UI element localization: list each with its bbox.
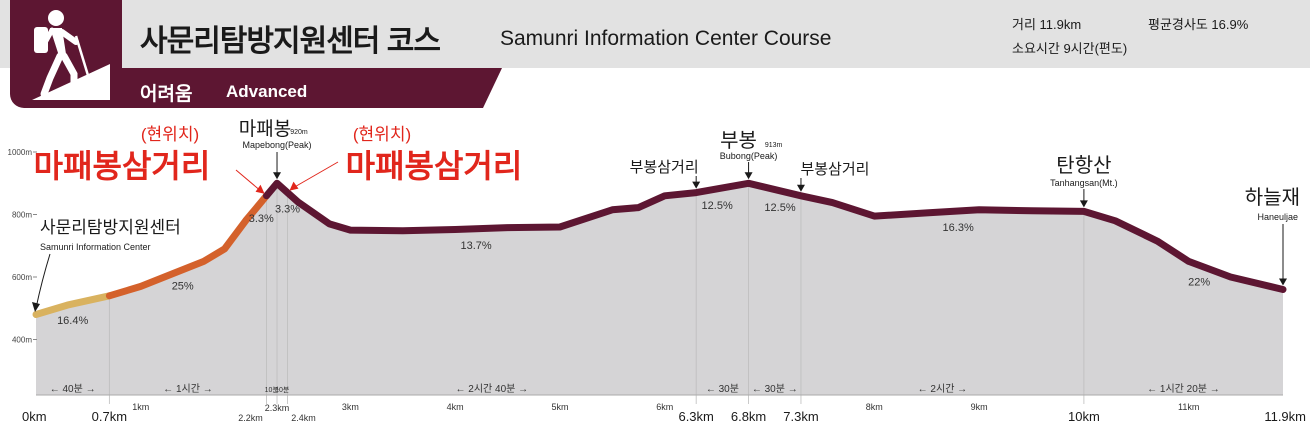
x-small-tick-label: 2.2km [238,413,263,423]
time-label: 10분 [265,386,280,394]
place-name-english: Haneuljae [1257,212,1298,222]
place-height: 913m [765,142,783,149]
course-title-korean: 사문리탐방지원센터 코스 [140,25,441,58]
distance-stat: 거리 11.9km [1012,17,1082,32]
y-tick-label: 800m [12,211,32,220]
current-location-name: 마패봉삼거리 [34,148,211,184]
time-label: ← 1시간 → [163,383,213,395]
y-tick-label: 600m [12,273,32,282]
slope-label: 3.3% [249,213,274,225]
current-location-pointer-line [293,161,339,189]
x-major-tick-label: 10km [1068,409,1100,424]
x-major-tick-label: 6.8km [731,409,766,424]
time-label: ← 1시간 20분 → [1147,383,1220,395]
x-major-tick-label: 0km [22,409,47,424]
time-label: ← 30분 [706,383,739,395]
x-major-tick-label: 7.3km [783,409,818,424]
time-label: ← 30분 → [752,383,798,395]
place-name-english: Samunri Information Center [40,242,151,252]
slope-label: 12.5% [764,202,795,214]
elevation-line-segment [105,192,270,300]
place-name-korean: 부봉삼거리 [630,159,699,176]
x-minor-tick-label: 3km [342,402,359,412]
y-tick-label: 1000m [8,148,33,157]
elevation-line-segment [32,292,113,318]
place-name-korean: 마패봉 [239,118,291,140]
x-major-tick-label: 11.9km [1264,409,1306,424]
x-small-tick-label: 2.3km [265,403,290,413]
place-name-korean: 부봉삼거리 [800,161,869,178]
junction-arrow-icon [796,184,805,192]
x-major-tick-label: 6.3km [678,409,713,424]
average-slope-stat: 평균경사도 16.9% [1148,17,1249,32]
elevation-area [36,183,1283,395]
slope-label: 13.7% [461,240,492,252]
course-title-english: Samunri Information Center Course [500,27,832,50]
slope-label: 16.3% [943,222,974,234]
y-tick-label: 400m [12,336,32,345]
time-label: 10분 [275,386,290,394]
start-arrow-icon [32,302,40,312]
difficulty-ribbon [122,68,502,108]
x-minor-tick-label: 1km [132,402,149,412]
slope-label: 12.5% [702,200,733,212]
slope-label: 3.3% [275,204,300,216]
place-name-english: Mapebong(Peak) [242,140,311,150]
x-minor-tick-label: 6km [656,402,673,412]
peak-arrow-icon [273,172,282,180]
difficulty-label-english: Advanced [226,82,308,101]
current-location-tag: (현위치) [141,125,199,144]
current-location-arrow-icon [255,184,265,194]
end-arrow-icon [1279,278,1287,286]
x-minor-tick-label: 4km [447,402,464,412]
place-name-english: Bubong(Peak) [720,151,778,161]
peak-arrow-icon [1079,200,1088,208]
x-minor-tick-label: 11km [1178,402,1199,412]
elevation-line-segment [263,179,1287,293]
place-height: 920m [290,129,308,136]
difficulty-label-korean: 어려움 [140,84,193,105]
peak-arrow-icon [744,172,753,180]
hiker-icon-box [10,0,122,108]
x-major-tick-label: 0.7km [92,409,127,424]
title-box [122,0,497,68]
current-location-tag: (현위치) [353,125,411,144]
x-minor-tick-label: 8km [866,402,883,412]
x-small-tick-label: 2.4km [291,413,316,423]
time-label: ← 40분 → [50,383,96,395]
start-pointer-line [35,253,51,309]
place-name-korean: 사문리탐방지원센터 [40,218,181,237]
time-label: ← 2시간 → [918,383,968,395]
time-label: ← 2시간 40분 → [456,383,529,395]
place-name-korean: 탄항산 [1056,154,1111,177]
duration-stat: 소요시간 9시간(편도) [1012,41,1128,56]
hiker-icon [32,10,110,100]
current-location-name: 마패봉삼거리 [346,148,523,184]
current-location-pointer-line [235,169,261,192]
junction-arrow-icon [692,181,701,189]
x-minor-tick-label: 9km [971,402,988,412]
current-location-arrow-icon [289,181,299,191]
place-name-english: Tanhangsan(Mt.) [1050,178,1118,188]
place-name-korean: 부봉 [720,130,757,152]
place-name-korean: 하늘재 [1245,186,1300,209]
x-minor-tick-label: 5km [551,402,568,412]
slope-label: 25% [172,281,194,293]
slope-label: 22% [1188,276,1210,288]
slope-label: 16.4% [57,315,88,327]
